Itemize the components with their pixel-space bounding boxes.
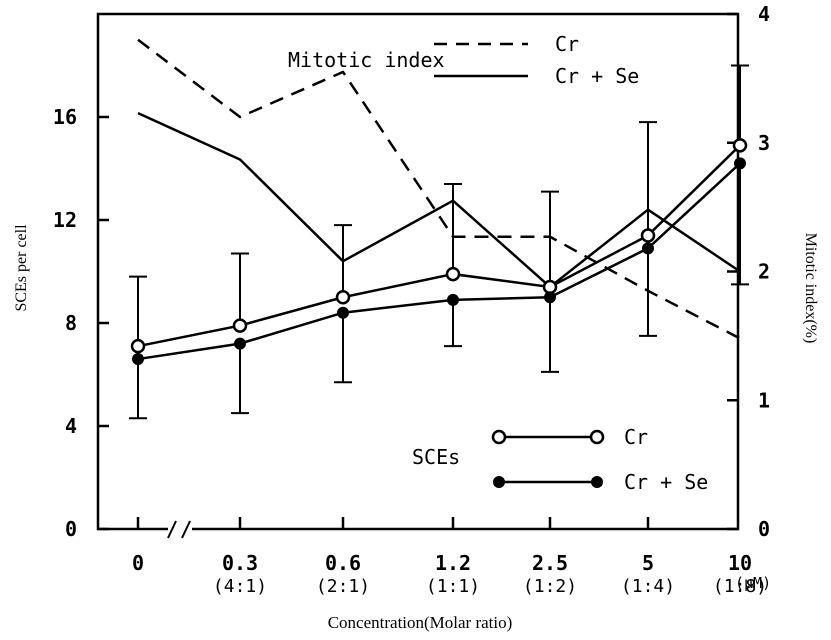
mitotic-line-crse (137, 111, 741, 289)
sce-point-crse (544, 291, 556, 304)
x-tick-label: 5 (642, 551, 654, 575)
x-unit-label: (μM) (735, 574, 771, 592)
x-tick-label: 2.5 (532, 551, 568, 575)
legend-sce-cr-marker-left (491, 429, 507, 445)
legend-sce-crse-marker-left (493, 476, 505, 488)
x-ratio-label: (2:1) (316, 576, 370, 597)
y-right-tick-label: 4 (758, 2, 770, 26)
sce-point-cr (542, 279, 558, 295)
sce-point-crse (234, 337, 246, 350)
x-tick-label: 1.2 (435, 551, 471, 575)
sce-line-crse (137, 162, 741, 361)
y-left-tick-label: 0 (65, 517, 77, 541)
sce-point-cr (732, 138, 748, 153)
x-tick-label: 0 (132, 551, 144, 575)
x-ratio-label: (1:2) (523, 576, 577, 597)
sce-point-cr (232, 318, 248, 333)
sce-point-crse (337, 306, 349, 319)
y-right-tick-label: 3 (758, 131, 770, 155)
x-tick-label: 0.6 (325, 551, 361, 575)
sce-markers (130, 138, 748, 366)
y-left-tick-label: 8 (65, 311, 77, 335)
sce-point-crse (642, 242, 654, 255)
y-left-tick-label: 12 (53, 208, 77, 232)
y-left-tick-label: 4 (65, 414, 77, 438)
mitotic-line-cr (137, 38, 741, 340)
legend-sce-cr-label: Cr (624, 425, 648, 449)
sce-point-crse (447, 293, 459, 306)
sce-point-crse (132, 353, 144, 366)
legend-sce-crse-marker-right (591, 476, 603, 488)
x-ratio-label: (4:1) (213, 576, 267, 597)
sce-point-cr (445, 266, 461, 282)
y-right-tick-label: 1 (758, 388, 770, 412)
x-ratio-label: (1:8) (713, 576, 767, 597)
legend-sce-crse-label: Cr + Se (624, 470, 708, 494)
sce-point-crse (734, 157, 746, 170)
y-left-tick-label: 16 (53, 105, 77, 129)
y-left-label: SCEs per cell (13, 224, 30, 312)
legend-sce-cr-marker-right (589, 429, 605, 445)
x-axis-ticks: 0 0.3(4:1) 0.6(2:1) 1.2(1:1) 2.5(1:2) 5(1:4) 1… (132, 517, 767, 597)
sce-point-cr (130, 338, 146, 354)
x-ratio-label: (1:1) (426, 576, 480, 597)
error-bars (129, 64, 749, 420)
mitotic-lines (137, 38, 741, 340)
legend-mitotic-crse-label: Cr + Se (555, 64, 639, 88)
x-ratio-label: (1:4) (621, 576, 675, 597)
sce-point-cr (640, 228, 656, 243)
x-axis-label: Concentration(Molar ratio) (328, 613, 513, 632)
sces-annotation: SCEs (412, 445, 460, 469)
y-right-tick-label: 0 (758, 517, 770, 541)
x-tick-label: 10 (728, 551, 752, 575)
y-right-label: Mitotic index(%) (802, 233, 819, 344)
sce-point-cr (335, 290, 351, 305)
x-tick-label: 0.3 (222, 551, 258, 575)
x-axis-break (167, 520, 192, 539)
mitotic-index-annotation: Mitotic index (288, 48, 445, 72)
legend-mitotic-cr-label: Cr (555, 32, 579, 56)
y-right-tick-label: 2 (758, 260, 770, 284)
right-axis-ticks: 0 1 2 3 4 (727, 2, 770, 541)
left-axis-ticks: 0 4 8 12 16 (53, 105, 109, 541)
